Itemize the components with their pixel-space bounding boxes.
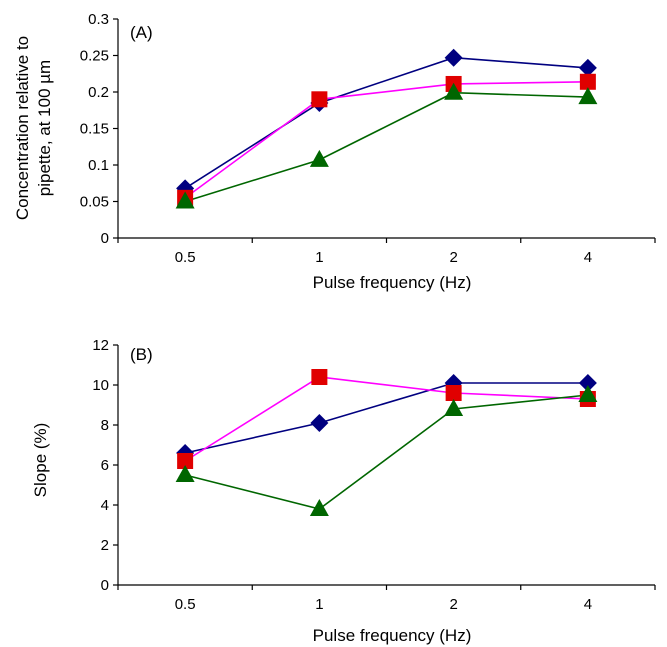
panel-b-series-1-line [184, 382, 588, 454]
panel-b-y-tick-label: 6 [101, 457, 109, 474]
panel-a-label: (A) [130, 23, 153, 42]
panel-a-series-2-point [579, 73, 596, 90]
panel-a-y-tick-label: 0.1 [88, 157, 109, 174]
panel-b-series-3-point [175, 465, 195, 482]
panel-a-plot-area: 0 0.05 0.1 0.15 0.2 0.25 0.3 0.5 1 2 4 [80, 11, 656, 266]
panel-b-x-tick-label: 1 [315, 596, 323, 613]
panel-b-series-3-point [444, 399, 464, 416]
panel-b-x-tick-label: 0.5 [175, 596, 196, 613]
panel-b-series-2-point [445, 385, 462, 401]
panel-b-x-tick-label: 4 [584, 596, 592, 613]
panel-a-series-3-point [444, 82, 464, 100]
panel-b-y-tick-label: 0 [101, 577, 109, 594]
panel-b-series-3-line [184, 394, 588, 510]
panel-b-y-tick-label: 10 [92, 377, 109, 394]
panel-a-series-1-line [184, 56, 588, 190]
panel-b-series-1-point [310, 414, 329, 432]
panel-b-y-tick-label: 12 [92, 337, 109, 354]
panel-a-y-tick-label: 0.2 [88, 84, 109, 101]
panel-a-y-tick-label: 0.25 [80, 48, 109, 65]
panel-a-y-tick-label: 0.15 [80, 121, 109, 138]
panel-b-series-2-point [311, 369, 328, 385]
panel-a-series-2-line [184, 80, 588, 199]
panel-b-label: (B) [130, 345, 153, 364]
panel-a-x-tick-label: 4 [584, 249, 592, 266]
panel-b-y-axis-title: Slope (%) [31, 423, 50, 498]
panel-a-chart: (A) Concentration relative to pipette, a… [13, 11, 656, 292]
panel-a-series-1-point [444, 48, 463, 67]
panel-b-series-1-point [578, 374, 597, 392]
panel-b-series-3-point [578, 385, 598, 402]
panel-a-y-tick-label: 0.3 [88, 11, 109, 28]
panel-a-y-tick-label: 0 [101, 230, 109, 247]
panel-b-series-2-line [184, 376, 588, 462]
panel-a-x-tick-label: 2 [449, 249, 457, 266]
panel-b-series-3-point [309, 499, 329, 516]
panel-b-y-tick-label: 8 [101, 417, 109, 434]
panel-a-series-3-line [184, 91, 588, 203]
panel-a-x-axis-title: Pulse frequency (Hz) [313, 273, 472, 292]
panel-a-series-2-point [311, 91, 328, 108]
panel-a-x-tick-label: 0.5 [175, 249, 196, 266]
panel-a-y-axis-title-line-1: Concentration relative to [13, 36, 32, 220]
panel-a-y-tick-label: 0.05 [80, 194, 109, 211]
panel-b-y-tick-label: 4 [101, 497, 109, 514]
panel-b-x-tick-label: 2 [449, 596, 457, 613]
panel-a-series-3-point [175, 191, 195, 209]
panel-b-y-tick-label: 2 [101, 537, 109, 554]
panel-a-x-tick-label: 1 [315, 249, 323, 266]
panel-a-y-axis-title-line-2: pipette, at 100 µm [35, 60, 54, 196]
panel-b-x-axis-title: Pulse frequency (Hz) [313, 626, 472, 645]
panel-a-series-3-point [578, 87, 598, 105]
panel-b-series-2-point [177, 453, 194, 469]
panel-b-chart: (B) Slope (%) Pulse frequency (Hz) 0 2 4 6 8… [31, 337, 656, 645]
panel-a-series-1-point [578, 58, 597, 77]
panel-a-series-3-point [309, 149, 329, 167]
